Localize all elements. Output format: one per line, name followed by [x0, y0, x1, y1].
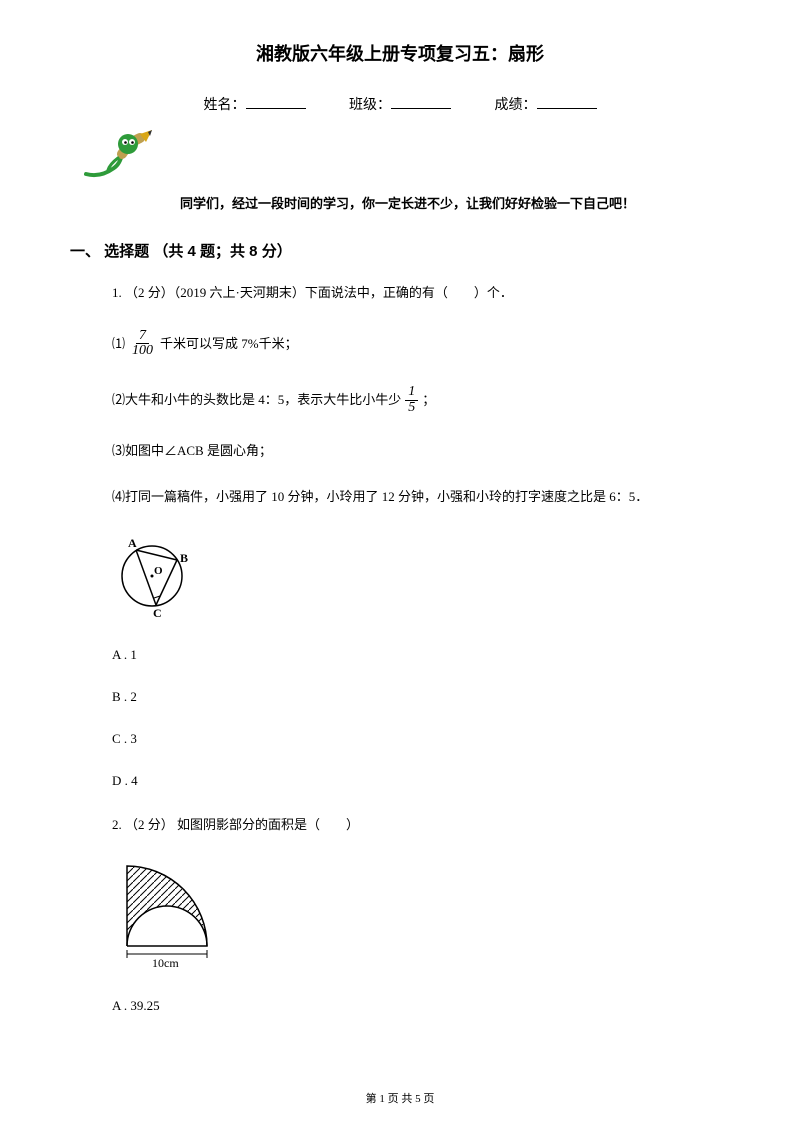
- page-footer: 第 1 页 共 5 页: [0, 1090, 800, 1106]
- quarter-circle-diagram: 10cm: [112, 861, 730, 976]
- q1-s1-suffix: 千米可以写成 7%千米；: [160, 334, 298, 354]
- score-label: 成绩：: [495, 98, 537, 113]
- fraction-1-5: 1 5: [405, 385, 418, 415]
- frac-num: 7: [136, 329, 149, 345]
- pencil-icon: [80, 124, 730, 187]
- greeting-text: 同学们，经过一段时间的学习，你一定长进不少，让我们好好检验一下自己吧！: [180, 193, 730, 212]
- score-blank: [537, 108, 597, 109]
- q2-option-a: A . 39.25: [112, 998, 730, 1014]
- q2-stem: 2. （2 分） 如图阴影部分的面积是（ ）: [112, 815, 730, 835]
- q1-sub3: ⑶如图中∠ACB 是圆心角；: [112, 441, 730, 461]
- info-row: 姓名： 班级： 成绩：: [70, 94, 730, 114]
- label-C: C: [153, 606, 162, 620]
- q1-sub4: ⑷打同一篇稿件，小强用了 10 分钟，小玲用了 12 分钟，小强和小玲的打字速度…: [112, 487, 730, 507]
- label-A: A: [128, 536, 137, 550]
- frac-num: 1: [405, 385, 418, 401]
- q1-option-d: D . 4: [112, 773, 730, 789]
- label-10cm: 10cm: [152, 956, 179, 970]
- circle-diagram: A B C O: [112, 532, 730, 625]
- name-blank: [246, 108, 306, 109]
- q1-sub1: ⑴ 7 100 千米可以写成 7%千米；: [112, 329, 730, 359]
- name-label: 姓名：: [204, 98, 246, 113]
- section-header: 一、 选择题 （共 4 题；共 8 分）: [70, 240, 730, 261]
- class-label: 班级：: [349, 98, 391, 113]
- page-title: 湘教版六年级上册专项复习五：扇形: [70, 40, 730, 66]
- fraction-7-100: 7 100: [129, 329, 156, 359]
- q1-s1-prefix: ⑴: [112, 334, 125, 354]
- label-O: O: [154, 565, 163, 577]
- q1-s2-suffix: ；: [422, 390, 435, 410]
- frac-den: 100: [129, 344, 156, 359]
- q1-option-b: B . 2: [112, 689, 730, 705]
- q1-sub2: ⑵大牛和小牛的头数比是 4：5，表示大牛比小牛少 1 5 ；: [112, 385, 730, 415]
- q1-stem: 1. （2 分）（2019 六上·天河期末）下面说法中，正确的有（ ）个．: [112, 283, 730, 303]
- label-B: B: [180, 551, 188, 565]
- frac-den: 5: [405, 401, 418, 416]
- q1-option-a: A . 1: [112, 647, 730, 663]
- q1-s2-prefix: ⑵大牛和小牛的头数比是 4：5，表示大牛比小牛少: [112, 390, 401, 410]
- q1-option-c: C . 3: [112, 731, 730, 747]
- class-blank: [391, 108, 451, 109]
